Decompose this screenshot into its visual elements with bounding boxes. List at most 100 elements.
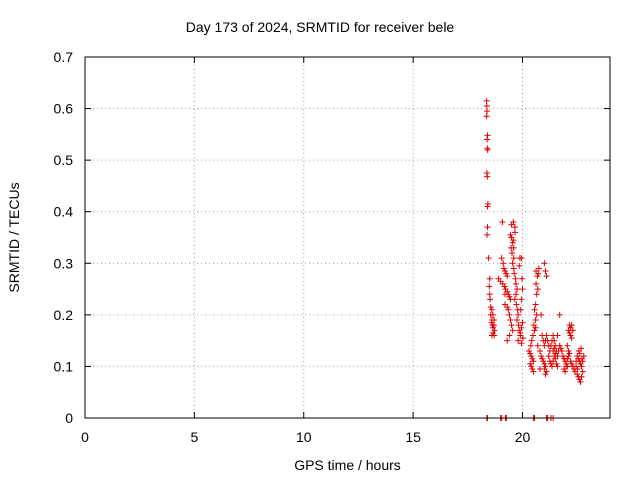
data-point [568, 360, 575, 367]
data-point [484, 224, 491, 231]
data-point [567, 332, 574, 339]
data-point [518, 296, 525, 303]
y-tick-label: 0.4 [54, 204, 74, 220]
data-point [556, 342, 563, 349]
data-point [566, 329, 573, 336]
data-point [535, 265, 542, 272]
data-point [565, 353, 572, 360]
chart-title: Day 173 of 2024, SRMTID for receiver bel… [186, 19, 455, 35]
data-point [549, 363, 556, 370]
data-point [488, 306, 495, 313]
data-point [512, 275, 519, 282]
x-tick-label: 10 [296, 429, 312, 445]
data-point [527, 342, 534, 349]
data-point [530, 332, 536, 339]
data-point [509, 239, 516, 246]
data-point [574, 371, 581, 378]
data-point [509, 249, 515, 256]
data-point [491, 322, 498, 329]
data-point [574, 366, 581, 373]
y-tick-label: 0.5 [54, 152, 74, 168]
plot-frame [84, 56, 611, 419]
data-point [578, 363, 585, 370]
data-point [519, 335, 526, 342]
data-point [484, 108, 491, 115]
data-point [515, 311, 522, 318]
data-point [532, 317, 539, 324]
data-point [554, 363, 561, 370]
data-point [504, 337, 511, 344]
data-point [557, 345, 564, 352]
x-tick-label: 0 [81, 429, 89, 445]
data-point [498, 255, 505, 262]
y-tick-label: 0.2 [54, 307, 74, 323]
data-point [527, 350, 534, 357]
data-point [528, 337, 535, 344]
data-point [579, 355, 585, 362]
data-point [484, 231, 491, 238]
y-tick-labels: 0 0.1 0.2 0.3 0.4 0.5 0.6 0.7 [54, 49, 74, 426]
data-point [559, 353, 566, 360]
data-point [574, 353, 581, 360]
data-point [490, 329, 497, 336]
data-point [491, 317, 498, 324]
data-point [501, 283, 508, 290]
data-point [526, 347, 533, 354]
x-tick-label: 5 [190, 429, 198, 445]
y-axis-label: SRMTID / TECUs [6, 182, 22, 292]
y-tick-label: 0.1 [54, 358, 74, 374]
data-point [484, 203, 491, 210]
data-point [499, 219, 506, 226]
data-point [489, 311, 496, 318]
data-point [553, 360, 560, 367]
data-point [564, 342, 571, 349]
data-point [509, 260, 516, 267]
data-point [538, 311, 545, 318]
data-point [528, 363, 535, 370]
data-point [531, 306, 538, 313]
data-point [543, 332, 550, 339]
data-point [576, 350, 583, 357]
data-point [502, 268, 508, 275]
data-point [563, 363, 570, 370]
data-point [483, 113, 490, 120]
data-point [540, 358, 547, 365]
data-point [512, 229, 519, 236]
data-point [539, 355, 546, 362]
data-point [510, 244, 517, 251]
data-point [534, 286, 541, 293]
data-point [541, 260, 548, 267]
data-point [519, 319, 526, 326]
data-point [551, 353, 558, 360]
data-point [552, 355, 559, 362]
data-point [530, 358, 537, 365]
data-point [514, 317, 521, 324]
data-point [515, 337, 522, 344]
data-point [516, 262, 523, 269]
data-point [502, 291, 508, 298]
data-points [483, 97, 587, 421]
data-point [487, 304, 494, 311]
data-point [579, 358, 586, 365]
grid-lines [85, 57, 610, 418]
data-point [567, 358, 574, 365]
data-point [534, 273, 541, 280]
data-point [518, 255, 525, 262]
data-point [486, 275, 493, 282]
data-point [527, 360, 534, 367]
data-point [512, 280, 519, 287]
data-point [486, 291, 493, 298]
data-point [543, 368, 550, 375]
x-tick-labels: 0 5 10 15 20 [81, 429, 530, 445]
data-point [484, 173, 491, 180]
data-point [562, 368, 569, 375]
data-point [519, 275, 526, 282]
data-point [519, 286, 526, 293]
data-point [564, 355, 571, 362]
data-point [504, 273, 511, 280]
data-point [529, 366, 536, 373]
data-point [558, 347, 565, 354]
data-point [512, 291, 519, 298]
data-point [569, 327, 576, 334]
data-point [508, 322, 515, 329]
